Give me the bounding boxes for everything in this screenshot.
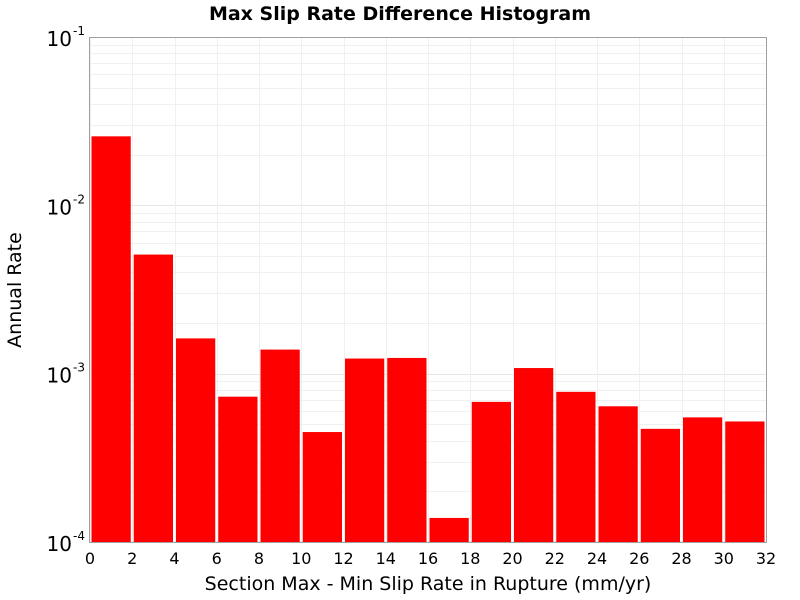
bars bbox=[91, 136, 765, 542]
x-tick-label: 0 bbox=[85, 549, 95, 568]
x-tick-label: 10 bbox=[291, 549, 311, 568]
x-tick-label: 16 bbox=[418, 549, 438, 568]
x-tick-label: 14 bbox=[376, 549, 396, 568]
y-tick-exponent: -1 bbox=[73, 24, 85, 38]
histogram-bar bbox=[514, 368, 554, 542]
x-tick-label: 20 bbox=[502, 549, 522, 568]
histogram-bar bbox=[133, 254, 173, 542]
histogram-bar bbox=[387, 357, 427, 542]
histogram-bar bbox=[260, 349, 300, 542]
y-tick-label: 10 -2 bbox=[47, 192, 85, 219]
y-tick-label: 10 -4 bbox=[47, 529, 85, 556]
x-axis-ticks: 0 2 4 6 8 10 12 14 16 18 20 22 24 26 28 30 32 bbox=[85, 549, 776, 568]
histogram-bar bbox=[683, 417, 723, 542]
x-tick-label: 30 bbox=[714, 549, 734, 568]
histogram-bar bbox=[218, 396, 258, 542]
x-tick-label: 2 bbox=[127, 549, 137, 568]
x-tick-label: 26 bbox=[629, 549, 649, 568]
chart-title: Max Slip Rate Difference Histogram bbox=[209, 3, 591, 25]
y-tick-base: 10 bbox=[47, 27, 72, 51]
x-tick-label: 24 bbox=[587, 549, 607, 568]
y-tick-exponent: -3 bbox=[73, 361, 85, 375]
x-tick-label: 8 bbox=[254, 549, 264, 568]
histogram-bar bbox=[640, 428, 680, 542]
y-tick-base: 10 bbox=[47, 532, 72, 556]
histogram-bar bbox=[556, 391, 596, 542]
x-tick-label: 18 bbox=[460, 549, 480, 568]
y-tick-exponent: -2 bbox=[73, 192, 85, 206]
y-axis-label: Annual Rate bbox=[4, 232, 26, 348]
x-tick-label: 28 bbox=[671, 549, 691, 568]
y-tick-exponent: -4 bbox=[73, 529, 85, 543]
histogram-bar bbox=[176, 338, 216, 542]
y-axis-ticks: 10-110-210-310-4 bbox=[47, 24, 85, 556]
x-tick-label: 4 bbox=[169, 549, 179, 568]
y-tick-label: 10 -3 bbox=[47, 361, 85, 388]
histogram-bar bbox=[345, 358, 385, 542]
x-tick-label: 22 bbox=[545, 549, 565, 568]
histogram-bar bbox=[598, 406, 638, 542]
histogram-bar bbox=[302, 432, 342, 542]
x-tick-label: 12 bbox=[333, 549, 353, 568]
histogram-bar bbox=[91, 136, 131, 542]
y-tick-base: 10 bbox=[47, 195, 72, 219]
y-tick-base: 10 bbox=[47, 364, 72, 388]
plot-frame bbox=[89, 37, 767, 543]
histogram-bar bbox=[471, 401, 511, 542]
x-tick-label: 6 bbox=[212, 549, 222, 568]
x-tick-label: 32 bbox=[756, 549, 776, 568]
x-axis-label: Section Max - Min Slip Rate in Rupture (… bbox=[205, 573, 652, 595]
y-tick-label: 10 -1 bbox=[47, 24, 85, 51]
histogram-bar bbox=[725, 421, 765, 542]
histogram-bar bbox=[429, 517, 469, 542]
